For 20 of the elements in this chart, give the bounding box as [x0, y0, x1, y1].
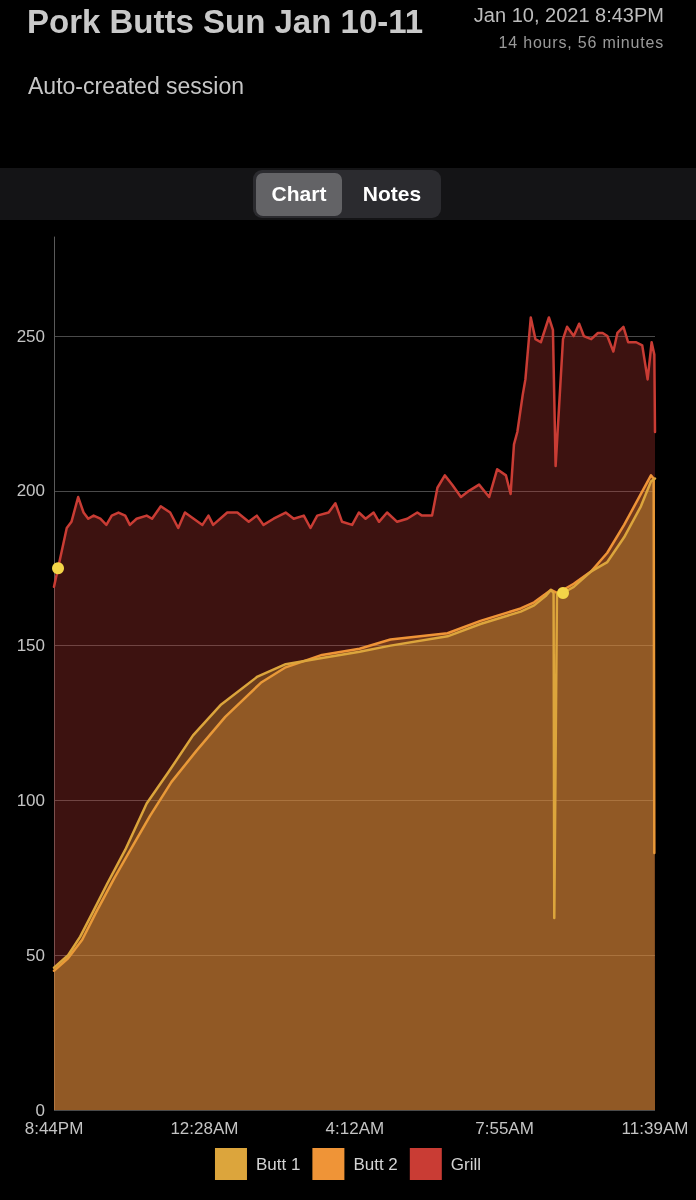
x-tick-label: 7:55AM [475, 1119, 534, 1138]
y-tick-label: 50 [26, 945, 45, 965]
text: Chart [271, 182, 327, 206]
legend-label: Butt 1 [255, 1154, 301, 1174]
legend-label: Grill [450, 1154, 482, 1174]
x-tick-label: 11:39AM [621, 1119, 689, 1138]
chart-subtitle: Auto-created session [28, 73, 245, 100]
text: Jan 10, 2021 8:43PM [473, 4, 664, 27]
y-tick-label: 250 [16, 326, 45, 346]
text: Notes [362, 182, 422, 206]
y-tick-label: 100 [16, 790, 45, 810]
y-tick-label: 200 [16, 481, 45, 501]
x-tick-label: 8:44PM [24, 1119, 84, 1138]
x-tick-label: 12:28AM [170, 1119, 239, 1138]
text: 14 hours, 56 minutes [498, 34, 664, 52]
legend-label: Butt 2 [353, 1154, 398, 1174]
y-tick-label: 150 [16, 636, 45, 656]
y-tick-label: 0 [35, 1100, 45, 1120]
x-tick-label: 4:12AM [325, 1119, 385, 1138]
chart-title: Pork Butts Sun Jan 10-11 [27, 3, 424, 41]
